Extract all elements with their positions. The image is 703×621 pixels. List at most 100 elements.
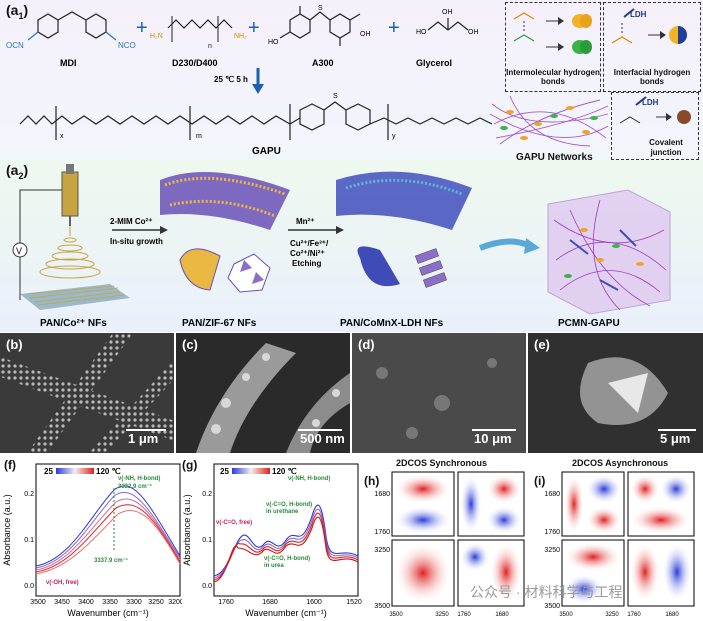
interfacial-hbond-box: LDH Interfacial hydrogen bonds: [603, 2, 701, 92]
svg-text:OH: OH: [360, 31, 371, 38]
svg-text:A300: A300: [312, 58, 334, 68]
hbond-icon: [513, 12, 592, 54]
mdi-structure: [27, 11, 117, 41]
scalebar-e: [658, 429, 696, 431]
svg-text:NH₂: NH₂: [234, 33, 247, 40]
plot-h-title: 2DCOS Synchronous: [396, 458, 488, 468]
svg-text:ν(-C=O, free): ν(-C=O, free): [216, 520, 252, 526]
svg-text:in urea: in urea: [264, 563, 284, 569]
svg-text:3400: 3400: [78, 599, 94, 606]
svg-text:Wavenumber (cm⁻¹): Wavenumber (cm⁻¹): [245, 608, 326, 618]
plot-g-label: (g): [182, 458, 198, 472]
svg-text:1680: 1680: [374, 491, 390, 498]
plot-f-label: (f): [4, 458, 16, 472]
svg-text:In-situ growth: In-situ growth: [110, 237, 163, 246]
plot-i-label: (i): [534, 474, 546, 488]
svg-text:S: S: [318, 5, 323, 12]
svg-text:OH: OH: [442, 9, 453, 16]
svg-text:3500: 3500: [544, 603, 560, 610]
svg-text:3250: 3250: [148, 599, 164, 606]
svg-text:25: 25: [220, 467, 229, 476]
d230-structure: [167, 16, 233, 42]
svg-text:Glycerol: Glycerol: [416, 58, 452, 68]
plus-1: +: [136, 17, 148, 39]
svg-text:m: m: [196, 133, 202, 140]
plot-i: 1680 1760 3250 3500 3500 3250 1760 1680: [544, 471, 695, 618]
svg-text:3250: 3250: [374, 547, 390, 554]
sem-label-c: (c): [182, 337, 198, 352]
svg-text:0.2: 0.2: [202, 491, 212, 498]
svg-text:0.2: 0.2: [24, 491, 34, 498]
gapu-network-image: [490, 95, 609, 147]
svg-text:1760: 1760: [627, 612, 641, 618]
svg-text:1680: 1680: [544, 491, 560, 498]
plot-h-label: (h): [364, 474, 380, 488]
scalebar-c: [298, 429, 342, 431]
watermark: 公众号 · 材料科学与工程: [470, 584, 623, 600]
svg-text:y: y: [392, 133, 396, 140]
plot-f: 25 120 ℃ ν(-NH, H-bond) 3332.9 cm⁻¹ 3337…: [2, 463, 182, 618]
panel-a1-label: (a1): [6, 2, 29, 21]
sem-label-e: (e): [534, 337, 550, 352]
sem-image-b: (b) 1 μm: [0, 333, 174, 453]
svg-text:1680: 1680: [262, 599, 278, 606]
scale-c: 500 nm: [300, 431, 345, 446]
plot-h: 1680 1760 3250 3500 3500 3250 1760 1680: [374, 471, 525, 618]
sem-image-e: (e) 5 μm: [528, 333, 703, 453]
svg-text:Absorbance (a.u.): Absorbance (a.u.): [2, 494, 12, 566]
svg-text:1600: 1600: [306, 599, 322, 606]
svg-text:3500: 3500: [389, 612, 403, 618]
svg-text:3450: 3450: [54, 599, 70, 606]
svg-text:Etching: Etching: [292, 259, 321, 268]
svg-text:V: V: [16, 246, 22, 256]
svg-text:NCO: NCO: [118, 41, 136, 50]
reaction-scheme: OCN NCO + H₂N NH₂ n + S HO OH + HO OH OH…: [6, 5, 493, 157]
svg-text:1520: 1520: [346, 599, 362, 606]
svg-text:120 ℃: 120 ℃: [272, 467, 297, 476]
svg-text:PAN/ZIF-67 NFs: PAN/ZIF-67 NFs: [182, 318, 257, 329]
svg-text:3300: 3300: [126, 599, 142, 606]
svg-text:0.0: 0.0: [202, 583, 212, 590]
plus-2: +: [248, 17, 260, 39]
svg-text:0.1: 0.1: [24, 537, 34, 544]
svg-text:S: S: [333, 93, 338, 100]
svg-text:3337.9 cm⁻¹: 3337.9 cm⁻¹: [94, 557, 128, 564]
svg-text:Absorbance (a.u.): Absorbance (a.u.): [182, 494, 192, 566]
svg-text:0.1: 0.1: [202, 537, 212, 544]
svg-text:1680: 1680: [665, 612, 679, 618]
svg-text:3500: 3500: [30, 599, 46, 606]
scale-b: 1 μm: [128, 431, 159, 446]
svg-text:ν(-NH, H-bond): ν(-NH, H-bond): [288, 476, 330, 482]
covalent-icon: LDH: [619, 96, 691, 124]
svg-text:3250: 3250: [544, 547, 560, 554]
interfacial-label: Interfacial hydrogen bonds: [613, 68, 691, 86]
sem-label-d: (d): [358, 337, 375, 352]
svg-text:120 ℃: 120 ℃: [96, 467, 121, 476]
gapu-network-label: GAPU Networks: [516, 152, 593, 163]
scalebar-b: [126, 429, 166, 431]
svg-text:Wavenumber (cm⁻¹): Wavenumber (cm⁻¹): [67, 608, 148, 618]
glycerol-structure: [427, 18, 469, 31]
sem-image-d: (d) 10 μm: [352, 333, 526, 453]
svg-text:3500: 3500: [374, 603, 390, 610]
svg-text:ν(-NH, H-bond): ν(-NH, H-bond): [118, 476, 160, 482]
svg-text:3500: 3500: [559, 612, 573, 618]
svg-text:MDI: MDI: [60, 58, 77, 68]
svg-text:ν(-C=O, H-bond): ν(-C=O, H-bond): [266, 502, 312, 508]
intermolecular-hbond-box: Intermolecular hydrogen bonds: [505, 2, 601, 92]
svg-text:Co²⁺/Ni²⁺: Co²⁺/Ni²⁺: [290, 249, 325, 258]
gapu-chain: [19, 101, 493, 140]
svg-text:1760: 1760: [374, 529, 390, 536]
scale-d: 10 μm: [474, 431, 512, 446]
fabrication-scheme: V 2-MIM Co²⁺ In-situ growth Mn²⁺ Cu²⁺/Fe…: [12, 164, 671, 329]
svg-text:3250: 3250: [605, 612, 619, 618]
svg-text:OCN: OCN: [6, 41, 24, 50]
svg-text:x: x: [60, 133, 64, 140]
svg-text:1760: 1760: [457, 612, 471, 618]
svg-text:Cu²⁺/Fe³⁺/: Cu²⁺/Fe³⁺/: [290, 239, 329, 248]
svg-text:HO: HO: [416, 29, 427, 36]
svg-text:3200: 3200: [168, 599, 182, 606]
svg-text:1680: 1680: [495, 612, 509, 618]
svg-text:OH: OH: [468, 29, 479, 36]
svg-text:1760: 1760: [218, 599, 234, 606]
